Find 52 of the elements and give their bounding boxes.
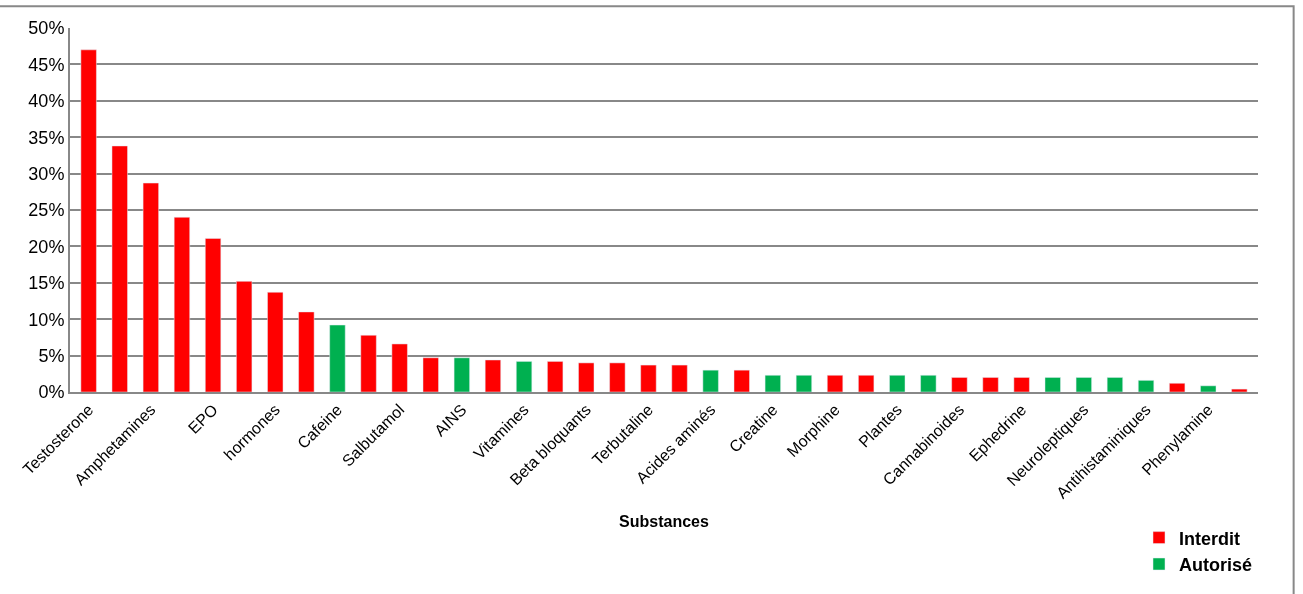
y-tick-label: 25% [28, 200, 65, 221]
y-tick-label: 5% [38, 345, 65, 366]
y-tick-label: 0% [38, 382, 65, 403]
bar [360, 334, 377, 392]
bar [671, 364, 688, 392]
bar [236, 281, 253, 392]
bar [609, 362, 626, 392]
y-tick-label: 40% [28, 91, 65, 112]
bar [329, 324, 346, 392]
y-tick-label: 45% [28, 54, 65, 75]
bar [640, 364, 657, 392]
bar [298, 311, 315, 392]
bar [484, 359, 501, 392]
bar [453, 357, 470, 392]
bar [827, 375, 844, 392]
bar [1044, 377, 1061, 392]
y-tick-label: 30% [28, 163, 65, 184]
bar [795, 375, 812, 392]
bar [111, 145, 128, 392]
bar [547, 361, 564, 392]
y-tick-label: 20% [28, 236, 65, 257]
bar [173, 217, 190, 392]
bar [1231, 388, 1248, 392]
y-tick-label: 35% [28, 127, 65, 148]
bar [1200, 385, 1217, 392]
bar [858, 375, 875, 392]
bar [422, 357, 439, 392]
bar [982, 377, 999, 392]
bar [80, 49, 97, 392]
y-tick-label: 10% [28, 309, 65, 330]
bar [951, 377, 968, 392]
x-axis-title: Substances [619, 512, 710, 530]
bar [1075, 377, 1092, 392]
bar [702, 369, 719, 392]
bar [578, 362, 595, 392]
bar [391, 343, 408, 392]
bar [1138, 380, 1155, 392]
bar [1106, 377, 1123, 392]
y-tick-label: 50% [28, 18, 65, 39]
bar [142, 182, 159, 392]
bar [516, 361, 533, 392]
bar [1169, 383, 1186, 392]
bar [205, 238, 222, 392]
bar [920, 375, 937, 392]
bar [764, 375, 781, 392]
legend-label: Interdit [1179, 528, 1240, 549]
y-tick-label: 15% [28, 273, 65, 294]
legend-label: Autorisé [1179, 555, 1253, 576]
bar [267, 292, 284, 392]
bar [1013, 377, 1030, 392]
bar [889, 375, 906, 392]
bar [733, 369, 750, 392]
